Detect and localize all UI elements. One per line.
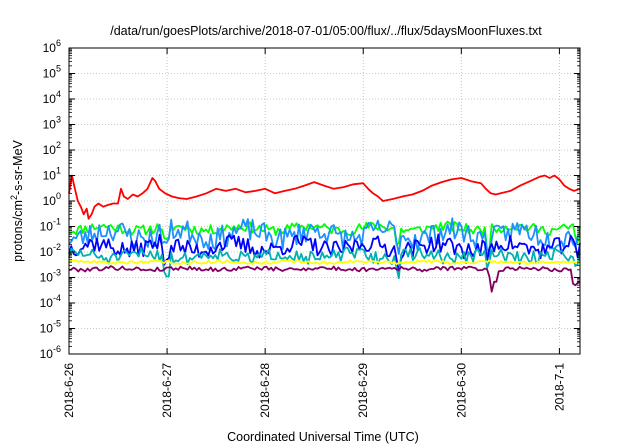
series-line-1	[68, 174, 581, 220]
y-tick-label: 105	[43, 64, 61, 81]
x-axis-label: Coordinated Universal Time (UTC)	[227, 430, 419, 444]
y-tick-label: 103	[43, 115, 61, 132]
chart-title: /data/run/goesPlots/archive/2018-07-01/0…	[110, 24, 542, 38]
x-axis: 2018-6-26 2018-6-27 2018-6-28 2018-6-29 2018…	[62, 48, 566, 418]
y-tick-label: 10-4	[40, 293, 61, 310]
grid	[69, 48, 580, 354]
y-axis-label: protons/cm2-s-sr-MeV	[9, 139, 25, 261]
y-tick-label: 102	[43, 140, 61, 157]
series-line-7	[68, 265, 581, 293]
x-tick-label: 2018-6-29	[356, 363, 370, 418]
y-tick-label: 10-3	[40, 268, 61, 285]
series-layer	[68, 174, 581, 293]
series-line-2	[68, 220, 581, 251]
y-tick-label: 10-1	[40, 217, 61, 234]
series-line-6	[68, 259, 581, 266]
x-tick-label: 2018-6-27	[160, 363, 174, 418]
x-tick-label: 2018-6-26	[62, 363, 76, 418]
x-tick-label: 2018-6-30	[454, 363, 468, 418]
y-tick-label: 10-5	[40, 319, 61, 336]
x-tick-label: 2018-7-1	[552, 363, 566, 411]
y-axis: 106 105 104 103 102 101 100 10-1 10-2 10-3 10-4 10-…	[40, 38, 580, 361]
x-tick-label: 2018-6-28	[258, 363, 272, 418]
y-tick-label: 106	[43, 38, 61, 55]
y-tick-label: 100	[43, 191, 61, 208]
y-tick-label: 10-2	[40, 242, 61, 259]
series-line-4	[68, 233, 581, 272]
series-line-5	[68, 246, 581, 280]
y-tick-label: 101	[43, 166, 61, 183]
y-tick-label: 10-6	[40, 344, 61, 361]
y-tick-label: 104	[43, 89, 61, 106]
